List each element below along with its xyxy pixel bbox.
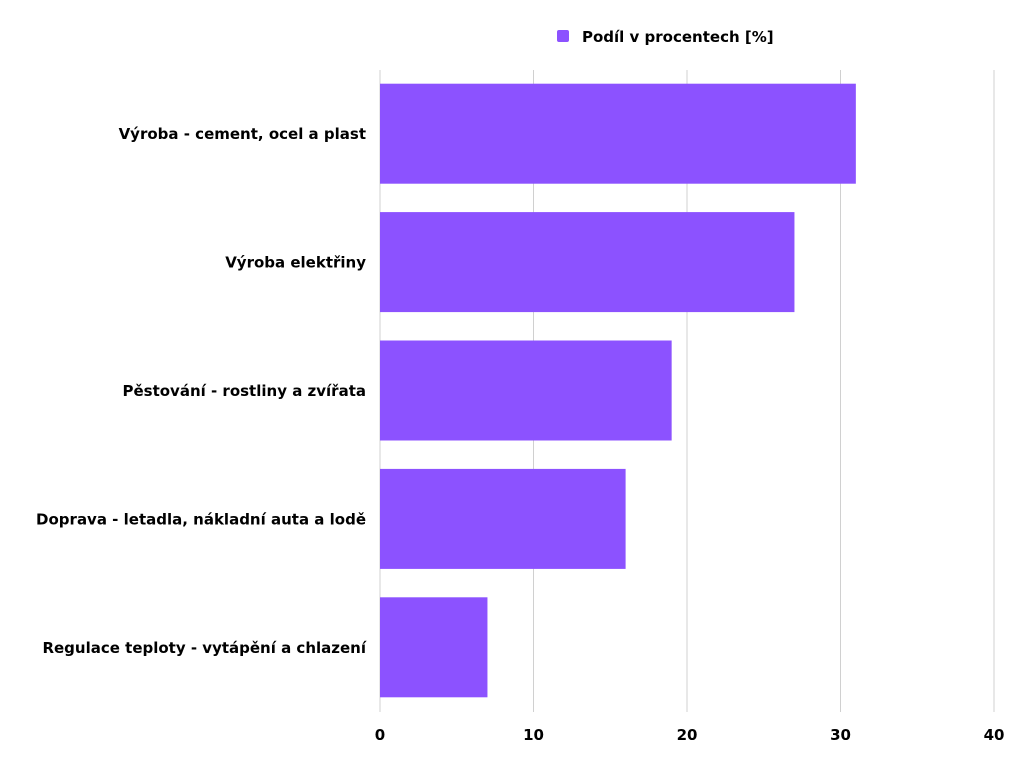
x-tick-label: 20 — [677, 726, 698, 744]
category-label: Výroba - cement, ocel a plast — [119, 125, 366, 143]
x-tick-label: 0 — [375, 726, 385, 744]
category-label: Regulace teploty - vytápění a chlazení — [42, 639, 366, 657]
bar — [380, 468, 626, 569]
legend-label: Podíl v procentech [%] — [582, 28, 774, 46]
x-axis-tick-labels: 0 10 20 30 40 — [375, 726, 1005, 744]
legend: Podíl v procentech [%] — [557, 28, 774, 46]
category-label: Výroba elektřiny — [225, 254, 366, 272]
category-label: Pěstování - rostliny a zvířata — [122, 382, 366, 400]
bar — [380, 83, 856, 184]
bar — [380, 340, 672, 441]
x-tick-label: 40 — [984, 726, 1005, 744]
bar — [380, 212, 795, 313]
category-label: Doprava - letadla, nákladní auta a lodě — [36, 510, 366, 528]
bars — [380, 83, 856, 698]
category-labels: Výroba - cement, ocel a plast Výroba elek… — [36, 125, 367, 657]
x-tick-label: 10 — [523, 726, 544, 744]
x-tick-label: 30 — [830, 726, 851, 744]
legend-swatch — [557, 30, 569, 42]
bar — [380, 597, 488, 698]
